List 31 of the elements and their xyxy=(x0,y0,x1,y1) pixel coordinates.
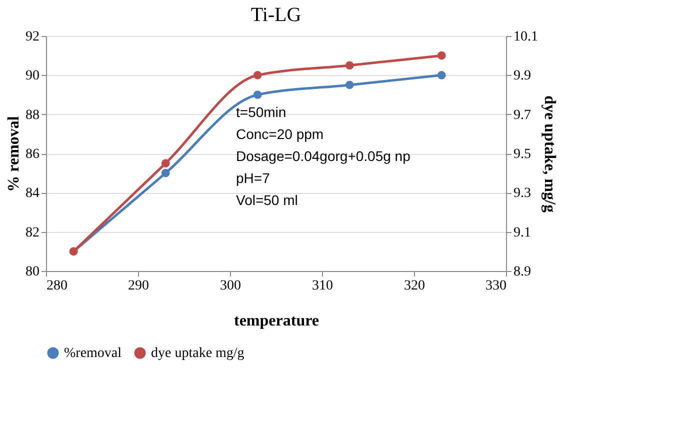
x-tick-label: 300 xyxy=(220,278,241,294)
y2-tick-label: 9.5 xyxy=(514,147,531,162)
y2-tick-label: 10.1 xyxy=(514,30,538,44)
x-tick-label: 280 xyxy=(46,278,68,294)
x-tick-label: 330 xyxy=(486,278,506,294)
x-tick-label: 320 xyxy=(404,278,425,294)
y-tick-label: 86 xyxy=(26,147,40,162)
y-tick-label: 84 xyxy=(26,186,40,202)
legend-label: dye uptake mg/g xyxy=(151,346,244,361)
x-axis-title: temperature xyxy=(234,312,319,330)
annotation: pH=7 xyxy=(236,170,270,186)
y-tick-label: 82 xyxy=(26,225,40,240)
chart-title: Ti-LG xyxy=(250,4,302,26)
y2-tick-label: 8.9 xyxy=(514,264,531,280)
y2-tick-label: 9.9 xyxy=(514,68,531,84)
y2-tick-label: 9.1 xyxy=(514,225,531,240)
y-axis-title: % removal xyxy=(6,116,22,192)
y2-axis-title: dye uptake, mg/g xyxy=(541,96,558,212)
x-tick-label: 310 xyxy=(312,278,333,294)
x-tick-label: 290 xyxy=(128,278,149,294)
annotation: t=50min xyxy=(236,104,286,120)
annotation: Dosage=0.04gorg+0.05g np xyxy=(236,148,411,164)
y-tick-label: 90 xyxy=(26,68,40,84)
y-tick-label: 88 xyxy=(26,108,40,123)
y-tick-label: 80 xyxy=(26,264,40,280)
y2-tick-label: 9.3 xyxy=(514,186,531,202)
legend-label: %removal xyxy=(64,346,122,361)
annotation: Vol=50 ml xyxy=(236,192,298,208)
y-tick-label: 92 xyxy=(26,30,40,44)
y2-tick-label: 9.7 xyxy=(514,108,531,123)
annotation: Conc=20 ppm xyxy=(236,126,324,142)
